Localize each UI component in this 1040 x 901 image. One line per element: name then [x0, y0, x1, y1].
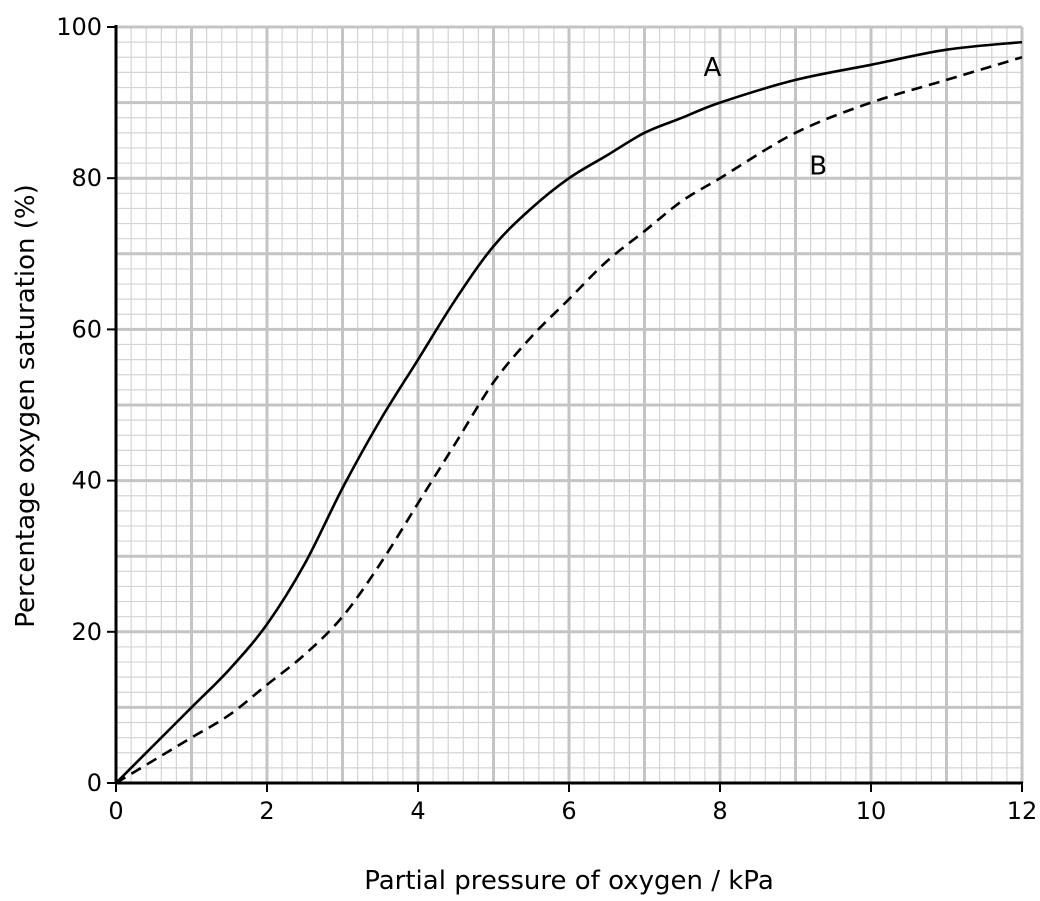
y-tick-label: 80	[71, 164, 102, 192]
y-tick-label: 40	[71, 467, 102, 495]
x-tick-label: 10	[856, 797, 887, 825]
x-tick-label: 2	[259, 797, 274, 825]
y-tick-label: 100	[56, 13, 102, 41]
x-axis-label: Partial pressure of oxygen / kPa	[364, 866, 774, 896]
x-tick-label: 12	[1007, 797, 1038, 825]
series-layer	[115, 40, 1023, 785]
series-line-a	[115, 40, 1023, 784]
x-tick-label: 6	[561, 797, 576, 825]
x-tick-label: 0	[108, 797, 123, 825]
annotations-layer: AB	[704, 53, 828, 181]
x-tick-label: 4	[410, 797, 425, 825]
y-tick-label: 20	[71, 618, 102, 646]
x-tick-label: 8	[712, 797, 727, 825]
y-tick-label: 60	[71, 315, 102, 343]
curve-label-a: A	[704, 53, 722, 83]
curve-label-b: B	[809, 151, 827, 181]
labels-layer: Partial pressure of oxygen / kPa Percent…	[11, 184, 774, 896]
y-axis-label: Percentage oxygen saturation (%)	[11, 184, 41, 628]
y-tick-label: 0	[87, 769, 102, 797]
series-line-b	[115, 55, 1023, 785]
ticks-layer: 0 2 4 6 8 10 12 0 20 40 60 80 100	[56, 13, 1037, 825]
